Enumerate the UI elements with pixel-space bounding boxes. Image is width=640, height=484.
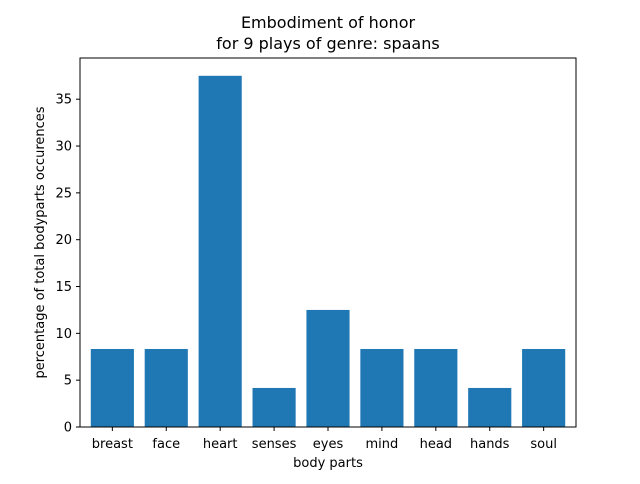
bar-heart [198, 75, 242, 427]
x-tick-label-soul: soul [530, 437, 557, 452]
bar-hands [468, 387, 512, 427]
bar-head [414, 348, 458, 427]
y-axis-label: percentage of total bodyparts occurences [33, 106, 48, 378]
x-axis-label: body parts [293, 456, 363, 471]
y-tick-label-25: 25 [55, 186, 72, 201]
bar-face [144, 348, 188, 427]
y-tick-label-20: 20 [55, 233, 72, 248]
y-tick-label-35: 35 [55, 93, 72, 108]
x-axis-ticks: breast face heart senses eyes mind head hands so… [92, 427, 557, 452]
y-tick-label-15: 15 [55, 280, 72, 295]
bars-group [90, 75, 566, 427]
x-tick-label-mind: mind [366, 437, 399, 452]
y-tick-label-0: 0 [64, 421, 72, 436]
y-tick-label-30: 30 [55, 140, 72, 155]
bar-eyes [306, 309, 350, 427]
x-tick-label-face: face [152, 437, 180, 452]
bar-senses [252, 387, 296, 427]
x-tick-label-senses: senses [252, 437, 297, 452]
y-tick-label-10: 10 [55, 327, 72, 342]
x-tick-label-breast: breast [92, 437, 133, 452]
bar-mind [360, 348, 404, 427]
y-axis-ticks: 0 5 10 15 20 25 30 35 [55, 93, 80, 436]
plot-frame [79, 57, 577, 428]
x-tick-label-hands: hands [470, 437, 510, 452]
chart-subtitle: for 9 plays of genre: spaans [216, 34, 439, 53]
x-tick-label-heart: heart [203, 437, 238, 452]
chart-title: Embodiment of honor [241, 13, 416, 32]
bar-breast [90, 348, 134, 427]
x-tick-label-head: head [420, 437, 452, 452]
x-tick-label-eyes: eyes [313, 437, 344, 452]
y-tick-label-5: 5 [64, 374, 72, 389]
bar-soul [522, 348, 566, 427]
